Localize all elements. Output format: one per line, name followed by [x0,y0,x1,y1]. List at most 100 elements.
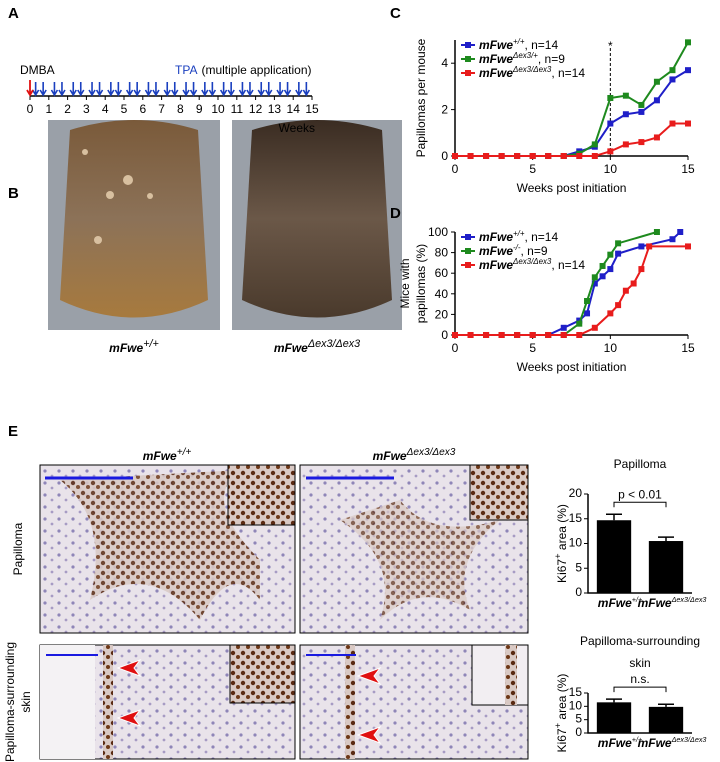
series-marker [576,317,583,324]
y-tick-label: 100 [428,225,448,239]
tpa-arrow [107,82,115,97]
timeline-tick-label: 6 [139,102,146,116]
tpa-arrow [219,82,228,97]
timeline-tick-label: 4 [102,102,109,116]
timeline-tick-label: 0 [27,102,34,116]
y-tick-label: 10 [569,698,583,712]
y-tick-label: 5 [575,712,582,726]
series-marker [452,332,458,338]
photo-caption: mFwe+/+ [109,338,159,355]
legend-label: mFwe+/+, n=14 [479,37,558,52]
label-base: mFwe [373,449,407,463]
series-marker [591,153,598,159]
tpa-arrow [95,82,104,97]
panel-label: B [8,185,19,202]
series-marker [669,67,676,74]
series-marker [653,97,660,104]
series-line [455,122,688,157]
tpa-arrow [295,82,303,97]
panel-label: E [8,423,18,440]
series-marker [498,153,505,159]
dmba-label: DMBA [20,63,55,77]
bar [648,541,684,593]
tpa-arrow [144,82,153,97]
series-marker [653,134,660,141]
column-label: mFweΔex3/Δex3 [373,447,456,463]
label-sup: Δex3/Δex3 [671,595,707,604]
series-marker [677,229,684,235]
y-tick-label: 4 [441,56,448,70]
y-tick-label: 15 [569,685,583,699]
y-axis-label: Ki67+ area (%) [553,504,569,583]
series-marker [607,251,614,258]
series-marker [622,141,629,148]
label-sup: +/+ [143,338,159,350]
tpa-arrow [302,82,311,97]
y-tick-label: 2 [441,103,448,117]
series-marker [646,243,653,250]
label-sup: +/+ [513,229,525,238]
label-base: mFwe [143,449,177,463]
series-marker [560,324,567,331]
y-tick-label: 0 [575,725,582,739]
label-base: mFwe [479,38,513,52]
series-marker [622,92,629,99]
series-marker [599,262,606,269]
row-label: Papilloma [11,522,25,575]
timeline-tick-label: 5 [121,102,128,116]
series-marker [638,139,645,146]
label-base: mFwe [479,230,513,244]
series-marker [514,153,521,159]
row-label: Papilloma-surrounding [3,642,17,762]
timeline-tick-label: 9 [196,102,203,116]
legend-label: mFwe-/-, n=9 [479,243,548,258]
x-axis-label: Weeks post initiation [517,360,627,374]
series-marker [452,153,458,159]
series-marker [467,153,474,159]
tpa-arrow [246,82,254,97]
x-tick-label: 0 [452,162,459,176]
series-marker [638,101,645,108]
tpa-note: (multiple application) [201,63,311,77]
series-marker [514,332,521,338]
timeline-tick-label: 10 [211,102,225,116]
tpa-arrow [69,82,77,97]
label-base: mFwe [479,258,513,272]
timeline-tick-label: 1 [45,102,52,116]
y-tick-label: 0 [441,328,448,342]
label-suffix: area (%) [555,674,569,723]
label-sup: + [553,723,563,728]
error-bar [606,513,622,521]
y-axis-label: Ki67+ area (%) [553,674,569,753]
timeline-tick-label: 11 [231,102,244,116]
tpa-arrow [88,82,96,97]
y-axis-label: papillomas (%) [414,244,428,323]
y-tick-label: 5 [575,560,582,574]
tpa-arrow [133,82,141,97]
tpa-arrow [257,82,265,97]
y-tick-label: 0 [441,149,448,163]
tpa-arrow [265,82,273,97]
label-base: mFwe [479,66,513,80]
tpa-arrow [114,82,123,97]
label-suffix: , n=14 [524,38,558,52]
series-marker [584,298,591,305]
label-base: mFwe [638,736,672,750]
tpa-arrow [50,82,59,97]
chart-title: skin [629,656,650,670]
y-tick-label: 20 [435,307,449,321]
timeline-tick-label: 13 [268,102,282,116]
x-tick-label: mFwe+/+ [598,735,642,750]
y-axis-label: Papillomas per mouse [414,38,428,157]
label-base: mFwe [274,341,308,355]
x-axis-label: Weeks post initiation [517,181,627,195]
label-suffix: , n=9 [520,244,547,258]
tpa-arrow [276,82,284,97]
tpa-label: TPA (multiple application) [175,63,312,77]
x-tick-label: 10 [604,162,618,176]
x-tick-label: 15 [681,162,695,176]
bar [648,706,684,733]
timeline-tick-label: 2 [64,102,71,116]
y-tick-label: 10 [569,536,583,550]
timeline-tick-label: 3 [83,102,90,116]
